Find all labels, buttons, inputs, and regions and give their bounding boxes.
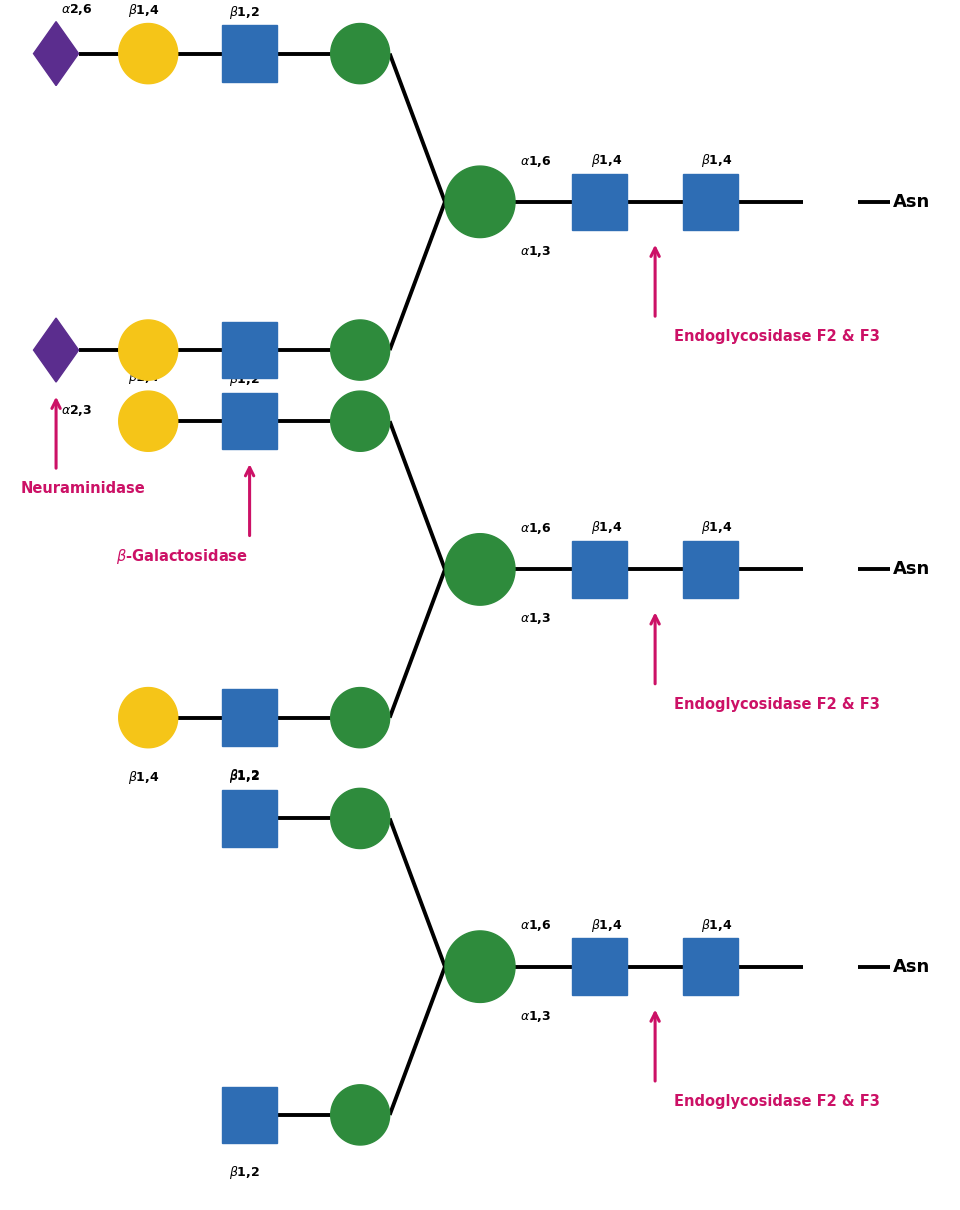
Text: Neuraminidase: Neuraminidase [21,482,146,496]
Polygon shape [119,391,178,451]
Polygon shape [330,23,390,83]
Polygon shape [330,789,390,848]
Bar [222,322,277,379]
Text: $\beta$1,4: $\beta$1,4 [128,369,159,386]
Text: $\alpha$2,6: $\alpha$2,6 [60,2,92,17]
Bar [222,1087,277,1143]
Text: Endoglycosidase F2 & F3: Endoglycosidase F2 & F3 [674,697,879,711]
Text: $\beta$1,4: $\beta$1,4 [128,1,159,18]
Text: $\beta$1,4: $\beta$1,4 [128,402,159,419]
Bar [222,690,277,745]
Text: $\beta$1,2: $\beta$1,2 [229,4,260,21]
Text: $\alpha$1,6: $\alpha$1,6 [519,154,551,168]
Text: Asn: Asn [893,192,930,211]
Text: $\beta$1,4: $\beta$1,4 [128,770,159,787]
Text: $\beta$1,2: $\beta$1,2 [229,767,260,784]
Text: Endoglycosidase F2 & F3: Endoglycosidase F2 & F3 [674,329,879,345]
Bar [683,939,738,995]
Text: $\beta$1,2: $\beta$1,2 [229,1164,260,1181]
Text: $\beta$1,4: $\beta$1,4 [590,519,622,536]
Polygon shape [119,319,178,380]
Text: $\alpha$2,3: $\alpha$2,3 [60,403,92,419]
Polygon shape [330,687,390,748]
Text: $\alpha$1,3: $\alpha$1,3 [519,1009,551,1024]
Bar [222,25,277,82]
Text: $\alpha$1,3: $\alpha$1,3 [519,611,551,627]
Bar [222,393,277,449]
Text: $\alpha$1,3: $\alpha$1,3 [519,243,551,259]
Bar [572,173,628,230]
Bar [683,173,738,230]
Text: $\beta$1,4: $\beta$1,4 [701,519,732,536]
Text: $\beta$1,4: $\beta$1,4 [701,917,732,934]
Bar [222,790,277,847]
Text: Asn: Asn [893,957,930,975]
Polygon shape [330,319,390,380]
Polygon shape [330,1085,390,1145]
Bar [683,541,738,598]
Polygon shape [34,318,79,382]
Polygon shape [119,23,178,83]
Text: $\beta$1,4: $\beta$1,4 [590,917,622,934]
Polygon shape [330,391,390,451]
Text: $\beta$1,2: $\beta$1,2 [229,399,260,416]
Polygon shape [445,166,515,237]
Bar [572,541,628,598]
Text: Endoglycosidase F2 & F3: Endoglycosidase F2 & F3 [674,1094,879,1110]
Text: $\beta$1,2: $\beta$1,2 [229,768,260,785]
Polygon shape [445,534,515,605]
Text: $\beta$1,4: $\beta$1,4 [701,152,732,169]
Polygon shape [119,687,178,748]
Bar [572,939,628,995]
Polygon shape [445,930,515,1002]
Text: $\alpha$1,6: $\alpha$1,6 [519,918,551,933]
Text: Asn: Asn [893,560,930,578]
Text: $\beta$1,4: $\beta$1,4 [590,152,622,169]
Polygon shape [34,22,79,86]
Text: $\beta$1,2: $\beta$1,2 [229,371,260,388]
Text: $\beta$-Galactosidase: $\beta$-Galactosidase [116,547,248,565]
Text: $\alpha$1,6: $\alpha$1,6 [519,522,551,536]
